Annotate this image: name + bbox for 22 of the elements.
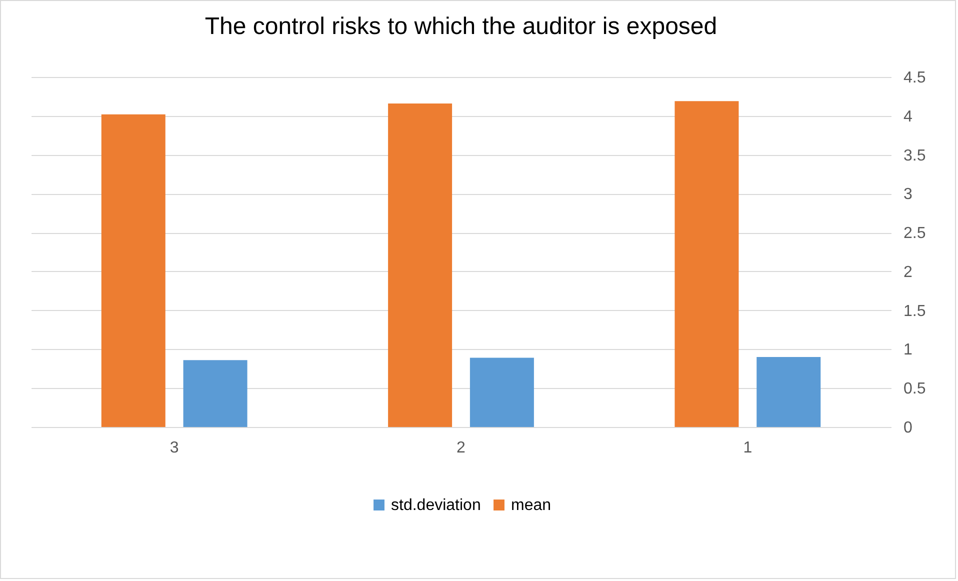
x-tick-label: 3 bbox=[170, 440, 179, 456]
bar bbox=[470, 358, 534, 427]
bar bbox=[674, 101, 739, 427]
y-tick-label: 2.5 bbox=[904, 225, 926, 242]
y-tick-label: 0 bbox=[904, 420, 912, 436]
y-tick-label: 4.5 bbox=[904, 70, 926, 86]
bar bbox=[756, 357, 821, 427]
bar bbox=[183, 360, 248, 427]
y-tick-label: 0.5 bbox=[904, 380, 926, 398]
y-tick-label: 2 bbox=[904, 264, 912, 281]
x-tick-label: 2 bbox=[456, 440, 466, 456]
chart-title: The control risks to which the auditor is exposed bbox=[204, 13, 718, 40]
y-tick-label: 3 bbox=[904, 186, 912, 204]
y-tick-label: 1 bbox=[904, 342, 912, 359]
y-tick-label: 4 bbox=[904, 108, 912, 126]
legend-label: mean bbox=[511, 497, 552, 514]
bar bbox=[101, 114, 166, 427]
x-tick-label: 1 bbox=[743, 440, 752, 456]
y-tick-label: 1.5 bbox=[904, 302, 926, 320]
legend-label: std.deviation bbox=[391, 497, 481, 514]
y-tick-label: 3.5 bbox=[904, 147, 926, 164]
bar bbox=[388, 103, 452, 427]
